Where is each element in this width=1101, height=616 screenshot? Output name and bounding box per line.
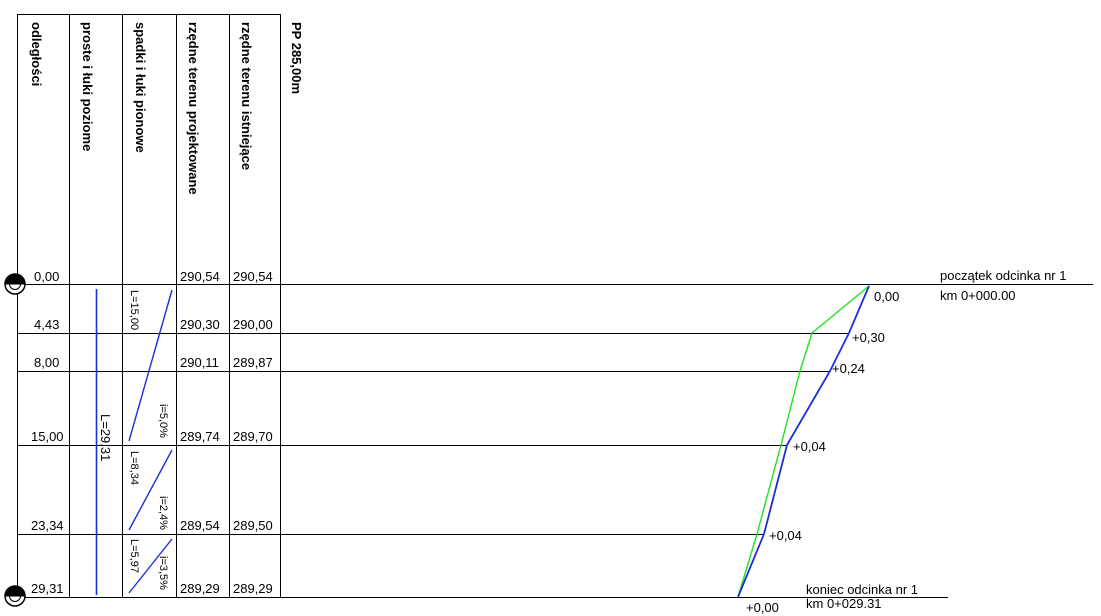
- header-existing: rzędne terenu istniejące: [239, 22, 254, 170]
- slope-1-length: L=15,00: [128, 290, 140, 330]
- existing-3: 289,70: [233, 429, 273, 444]
- slope-line-3: [128, 538, 173, 594]
- section-start-marker-icon: [4, 273, 26, 295]
- slope-3-length: L=5,97: [128, 539, 140, 573]
- designed-4: 289,54: [180, 518, 220, 533]
- designed-3: 289,74: [180, 429, 220, 444]
- slope-2-grade: i=2,4%: [157, 496, 169, 530]
- diff-0: 0,00: [874, 289, 899, 304]
- end-title: koniec odcinka nr 1: [806, 582, 918, 597]
- horizontal-length-label: L=29,31: [98, 414, 113, 461]
- vertical-slopes-band: L=15,00 i=5,0% L=8,34 i=2,4% L=5,97 i=3,…: [128, 289, 173, 594]
- datum-label: PP 285,00m: [289, 22, 304, 94]
- profile-lines: [737, 285, 870, 598]
- designed-5: 289,29: [180, 581, 220, 596]
- section-lines: [5, 284, 1093, 598]
- existing-1: 290,00: [233, 317, 273, 332]
- diff-3: +0,04: [793, 439, 826, 454]
- end-km: km 0+029.31: [806, 596, 882, 611]
- diff-2: +0,24: [832, 361, 865, 376]
- designed-1: 290,30: [180, 317, 220, 332]
- diff-5: +0,00: [746, 600, 779, 615]
- distance-5: 29,31: [31, 581, 64, 596]
- diff-1: +0,30: [852, 330, 885, 345]
- start-title: początek odcinka nr 1: [940, 268, 1066, 283]
- existing-5: 289,29: [233, 581, 273, 596]
- slope-3-grade: i=3,5%: [157, 556, 169, 590]
- slope-line-2: [128, 449, 173, 531]
- difference-labels: 0,00 +0,30 +0,24 +0,04 +0,04 +0,00: [746, 289, 899, 615]
- existing-4: 289,50: [233, 518, 273, 533]
- header-distances: odległości: [29, 22, 44, 86]
- header-table: [17, 14, 281, 598]
- distance-3: 15,00: [31, 429, 64, 444]
- horizontal-alignment-band: L=29,31: [95, 289, 113, 595]
- distance-2: 8,00: [34, 355, 59, 370]
- designed-0: 290,54: [180, 269, 220, 284]
- designed-values: 290,54 290,30 290,11 289,74 289,54 289,2…: [180, 269, 220, 596]
- slope-line-1: [128, 289, 173, 442]
- section-end-label: koniec odcinka nr 1 km 0+029.31: [806, 582, 918, 611]
- existing-terrain-line: [737, 285, 870, 598]
- existing-values: 290,54 290,00 289,87 289,70 289,50 289,2…: [233, 269, 273, 596]
- section-end-marker-icon: [4, 585, 26, 607]
- diff-4: +0,04: [769, 528, 802, 543]
- distance-values: 0,00 4,43 8,00 15,00 23,34 29,31: [31, 269, 64, 596]
- existing-0: 290,54: [233, 269, 273, 284]
- distance-0: 0,00: [34, 269, 59, 284]
- section-start-label: początek odcinka nr 1 km 0+000.00: [940, 268, 1066, 303]
- header-designed: rzędne terenu projektowane: [186, 22, 201, 195]
- slope-2-length: L=8,34: [128, 451, 140, 485]
- designed-terrain-line: [737, 285, 870, 598]
- distance-1: 4,43: [34, 317, 59, 332]
- header-horizontal: proste i łuki poziome: [80, 22, 95, 151]
- column-headers: odległości proste i łuki poziome spadki …: [29, 22, 304, 195]
- header-vertical: spadki i łuki pionowe: [133, 22, 148, 153]
- existing-2: 289,87: [233, 355, 273, 370]
- designed-2: 290,11: [180, 355, 219, 370]
- start-km: km 0+000.00: [940, 288, 1016, 303]
- distance-4: 23,34: [31, 518, 64, 533]
- slope-1-grade: i=5,0%: [157, 404, 169, 438]
